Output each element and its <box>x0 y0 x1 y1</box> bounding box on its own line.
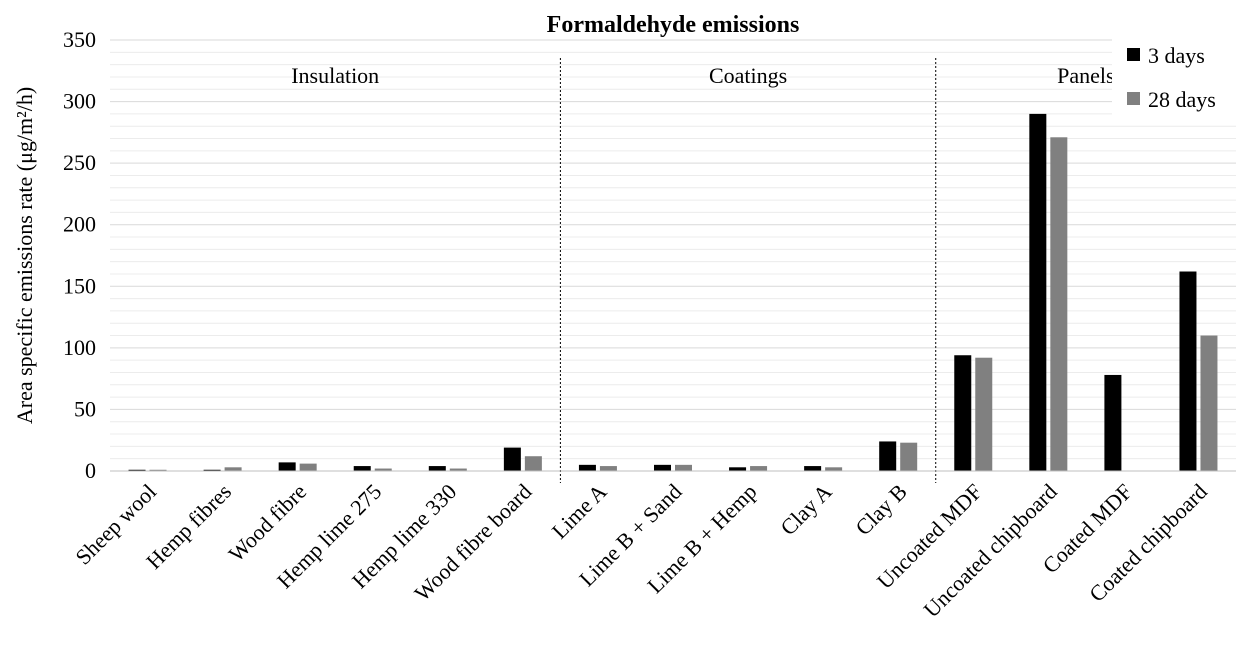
bar-3-days <box>428 466 446 471</box>
bar-3-days <box>353 466 371 471</box>
y-tick-label: 300 <box>63 89 96 114</box>
x-tick-label: Uncoated chipboard <box>918 479 1061 622</box>
y-tick-label: 250 <box>63 150 96 175</box>
bar-28-days <box>1200 335 1218 471</box>
y-tick-label: 50 <box>74 396 96 421</box>
bar-3-days <box>578 464 596 471</box>
bar-28-days <box>299 463 317 471</box>
x-tick-label: Clay B <box>850 479 911 540</box>
bar-3-days <box>503 447 521 471</box>
category-groups: Insulation Coatings Panels <box>291 58 1115 483</box>
x-tick-label: Clay A <box>775 479 836 540</box>
legend-swatch <box>1127 48 1140 61</box>
bar-28-days <box>825 467 843 471</box>
legend: 3 days 28 days <box>1112 38 1236 118</box>
x-tick-label: Lime A <box>547 479 612 544</box>
bar-3-days <box>1179 271 1197 471</box>
bar-28-days <box>449 468 467 471</box>
bar-28-days <box>224 467 242 471</box>
y-axis-label: Area specific emissions rate (μg/m²/h) <box>12 87 37 424</box>
legend-label: 3 days <box>1148 43 1205 68</box>
y-tick-label: 200 <box>63 212 96 237</box>
legend-label: 28 days <box>1148 87 1216 112</box>
y-tick-label: 350 <box>63 27 96 52</box>
bar-28-days <box>149 469 167 471</box>
bar-28-days <box>750 466 768 471</box>
bar-3-days <box>804 466 822 471</box>
bar-28-days <box>900 442 918 471</box>
bar-28-days <box>1050 137 1068 472</box>
group-label: Coatings <box>709 63 787 88</box>
y-axis-ticks: 0 50 100 150 200 250 300 350 <box>63 27 96 483</box>
bar-28-days <box>975 357 993 471</box>
bar-3-days <box>128 469 146 471</box>
bar-3-days <box>654 464 671 471</box>
bar-3-days <box>1104 374 1122 471</box>
bar-3-days <box>203 469 221 471</box>
group-label: Panels <box>1057 63 1114 88</box>
legend-swatch <box>1127 92 1140 105</box>
bar-28-days <box>675 464 692 471</box>
bar-3-days <box>1029 113 1047 471</box>
y-tick-label: 0 <box>85 458 96 483</box>
bar-3-days <box>954 355 972 471</box>
bar-3-days <box>879 441 897 471</box>
y-tick-label: 100 <box>63 335 96 360</box>
bar-28-days <box>524 456 542 471</box>
bars <box>128 113 1218 472</box>
gridlines <box>110 39 1236 460</box>
bar-28-days <box>374 468 392 471</box>
y-tick-label: 150 <box>63 273 96 298</box>
bar-3-days <box>278 462 296 471</box>
bar-3-days <box>729 467 747 471</box>
chart-title: Formaldehyde emissions <box>547 12 800 38</box>
group-label: Insulation <box>291 63 379 88</box>
bar-28-days <box>599 466 617 471</box>
